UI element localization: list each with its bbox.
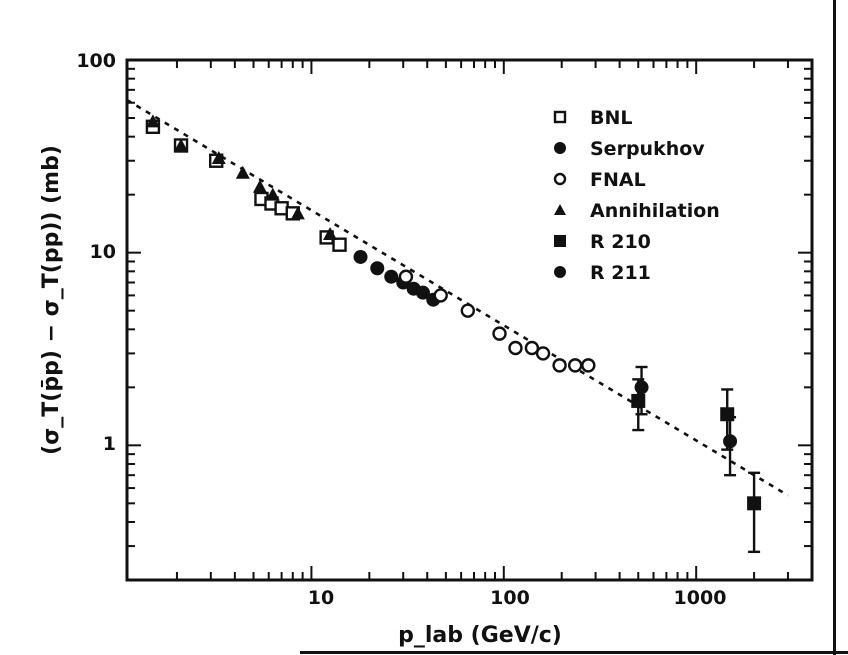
data-point-fnal <box>535 346 551 361</box>
x-tick-label-10: 10 <box>308 587 334 609</box>
data-point-r-210 <box>720 407 735 422</box>
axis-ticks <box>127 59 813 581</box>
y-axis-title: (σ_T(p̄p) − σ_T(pp)) (mb) <box>39 145 64 455</box>
x-tick-label-1000: 1000 <box>674 587 727 609</box>
fit-line <box>126 98 789 497</box>
data-point-serpukhov <box>370 261 385 276</box>
plot-border <box>125 58 814 582</box>
legend: BNL Serpukhov FNAL Annihilation R 210 R 211 <box>553 107 720 284</box>
x-tick-labels: 10 100 1000 <box>308 587 727 609</box>
legend-marker-serpukhov <box>554 142 566 154</box>
data-point-serpukhov <box>353 249 368 264</box>
data-point-annihilation <box>174 138 189 152</box>
series-r-211 <box>634 365 738 477</box>
data-point-annihilation <box>252 179 267 193</box>
data-point-r-211 <box>723 434 738 449</box>
data-point-fnal <box>398 269 414 284</box>
series-fnal <box>398 269 596 373</box>
data-point-fnal <box>460 303 476 318</box>
fit-line-layer <box>126 98 789 497</box>
legend-marker-fnal <box>553 172 567 186</box>
data-point-r-210 <box>631 393 646 408</box>
data-point-serpukhov <box>415 285 430 300</box>
data-point-annihilation <box>145 114 160 128</box>
data-point-r-211 <box>634 380 649 395</box>
data-points-layer <box>145 114 762 554</box>
y-tick-label-10: 10 <box>90 241 116 263</box>
data-point-fnal <box>433 288 448 303</box>
data-point-fnal <box>552 358 567 373</box>
series-r-210 <box>631 378 762 554</box>
data-point-annihilation <box>211 150 226 164</box>
series-serpukhov <box>353 249 441 307</box>
x-axis-title: p_lab (GeV/c) <box>398 623 562 648</box>
legend-label-r-211: R 211 <box>590 262 651 284</box>
data-point-annihilation <box>290 206 305 220</box>
data-point-fnal <box>581 358 596 373</box>
y-tick-labels: 100 10 1 <box>76 50 116 455</box>
legend-label-r-210: R 210 <box>590 231 651 253</box>
legend-label-bnl: BNL <box>590 107 633 129</box>
scan-edge-right <box>833 0 836 655</box>
data-point-bnl <box>332 237 347 252</box>
series-bnl <box>145 119 347 252</box>
y-tick-label-100: 100 <box>76 50 116 72</box>
legend-marker-r-211 <box>554 266 566 278</box>
x-tick-label-100: 100 <box>490 587 530 609</box>
y-tick-label-1: 1 <box>103 433 116 455</box>
data-point-fnal <box>567 358 583 373</box>
scan-edge-bottom <box>300 651 848 654</box>
data-point-fnal <box>492 326 507 341</box>
data-point-annihilation <box>235 165 250 179</box>
data-point-fnal <box>508 340 523 356</box>
plot-frame <box>125 58 814 582</box>
data-point-serpukhov <box>384 269 399 284</box>
legend-label-fnal: FNAL <box>590 169 646 191</box>
series-annihilation <box>145 114 338 240</box>
legend-marker-r-210 <box>554 235 566 247</box>
legend-label-annihilation: Annihilation <box>590 200 720 222</box>
data-point-r-210 <box>747 496 762 511</box>
data-point-fnal <box>524 340 540 356</box>
data-point-annihilation <box>323 226 338 240</box>
legend-marker-bnl <box>553 110 567 124</box>
legend-marker-annihilation <box>554 204 566 215</box>
data-point-annihilation <box>265 187 280 201</box>
legend-label-serpukhov: Serpukhov <box>590 138 705 160</box>
